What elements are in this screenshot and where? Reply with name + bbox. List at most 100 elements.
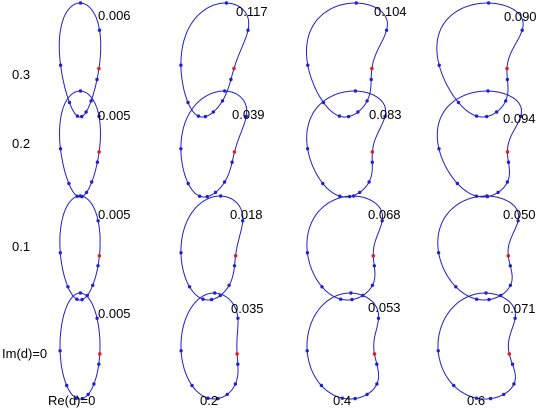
sample-point xyxy=(80,396,85,401)
sample-point xyxy=(516,219,520,223)
sample-point xyxy=(95,316,99,320)
sample-point xyxy=(519,114,523,119)
closed-curve xyxy=(58,90,102,198)
sample-point xyxy=(305,251,310,255)
sample-point xyxy=(224,1,229,5)
sample-point xyxy=(502,392,506,397)
sample-point xyxy=(305,349,309,353)
col-label-2: 0.4 xyxy=(333,393,351,408)
shape-cell-r1-c0 xyxy=(58,89,102,199)
closed-curve xyxy=(180,195,244,301)
marker-point xyxy=(232,150,237,154)
value-label-r3-c3: 0.071 xyxy=(503,301,536,316)
sample-point xyxy=(86,392,90,397)
sample-point xyxy=(510,362,515,366)
sample-point xyxy=(96,264,100,268)
sample-point xyxy=(78,194,83,198)
sample-point xyxy=(380,219,384,223)
sample-point xyxy=(384,28,389,32)
sample-point xyxy=(219,194,223,198)
sample-point xyxy=(223,89,227,93)
sample-point xyxy=(369,77,373,82)
sample-point xyxy=(370,283,375,287)
sample-point xyxy=(58,147,63,151)
sample-point xyxy=(474,114,479,118)
shape-cell-r3-c2 xyxy=(305,291,381,401)
sample-point xyxy=(67,100,72,105)
sample-point xyxy=(230,160,234,164)
sample-point xyxy=(487,297,491,302)
sample-point xyxy=(78,89,83,93)
sample-point xyxy=(338,194,342,198)
sample-point xyxy=(227,283,231,287)
shape-cell-r2-c2 xyxy=(305,194,384,302)
sample-point xyxy=(75,114,80,118)
sample-point xyxy=(372,264,376,268)
shape-cell-r3-c3 xyxy=(436,291,517,401)
shape-cell-r1-c2 xyxy=(305,89,387,199)
closed-curve xyxy=(437,292,516,400)
sample-point xyxy=(485,194,489,198)
sample-point xyxy=(90,180,94,184)
shape-cell-r2-c3 xyxy=(436,194,520,302)
sample-point xyxy=(236,362,240,366)
sample-point xyxy=(80,114,84,119)
marker-point xyxy=(506,254,511,258)
value-label-r3-c2: 0.053 xyxy=(368,300,401,315)
value-label-r0-c3: 0.090 xyxy=(504,9,536,24)
marker-point xyxy=(371,254,376,258)
sample-point xyxy=(213,291,217,295)
sample-point xyxy=(58,349,62,353)
sample-point xyxy=(375,362,379,366)
value-label-r3-c1: 0.035 xyxy=(231,301,264,316)
sample-point xyxy=(353,89,358,93)
sample-point xyxy=(97,362,101,366)
sample-point xyxy=(486,89,490,93)
sample-point xyxy=(496,190,500,195)
marker-point xyxy=(505,150,510,154)
sample-point xyxy=(187,285,192,289)
marker-point xyxy=(370,150,375,154)
sample-point xyxy=(505,180,510,184)
closed-curve xyxy=(306,292,380,400)
sample-point xyxy=(229,77,233,82)
sample-point xyxy=(437,63,441,67)
sample-point xyxy=(179,147,183,151)
marker-point xyxy=(97,254,102,258)
closed-curve xyxy=(180,90,248,198)
sample-point xyxy=(96,219,100,223)
sample-point xyxy=(206,396,210,400)
shape-cell-r0-c3 xyxy=(436,1,524,119)
marker-point xyxy=(233,254,238,258)
sample-point xyxy=(456,100,461,105)
marker-point xyxy=(97,150,101,154)
sample-point xyxy=(205,194,209,199)
sample-point xyxy=(58,63,63,67)
sample-point xyxy=(306,63,310,67)
value-label-r1-c2: 0.083 xyxy=(369,107,402,122)
shape-cell-r1-c3 xyxy=(436,89,523,199)
value-label-r2-c2: 0.068 xyxy=(368,207,401,222)
sample-point xyxy=(78,291,83,295)
sample-point xyxy=(190,383,194,388)
sample-point xyxy=(513,316,517,320)
sample-point xyxy=(436,349,440,353)
value-label-r2-c1: 0.018 xyxy=(230,207,263,222)
sample-point xyxy=(75,297,79,301)
sample-point xyxy=(485,114,489,119)
sample-point xyxy=(65,383,69,388)
value-label-r3-c0: 0.005 xyxy=(98,306,131,321)
sample-point xyxy=(244,114,248,119)
row-label-1: 0.2 xyxy=(12,136,30,151)
shape-cell-r2-c0 xyxy=(58,194,102,302)
sample-point xyxy=(454,285,458,289)
sample-point xyxy=(349,291,353,295)
closed-curve xyxy=(180,2,250,118)
closed-curve xyxy=(437,195,520,301)
sample-point xyxy=(97,28,102,32)
sample-point xyxy=(84,110,88,114)
row-label-0: 0.3 xyxy=(12,67,30,82)
sample-point xyxy=(233,382,238,386)
sample-point xyxy=(346,114,351,119)
row-label-2: 0.1 xyxy=(12,239,30,254)
